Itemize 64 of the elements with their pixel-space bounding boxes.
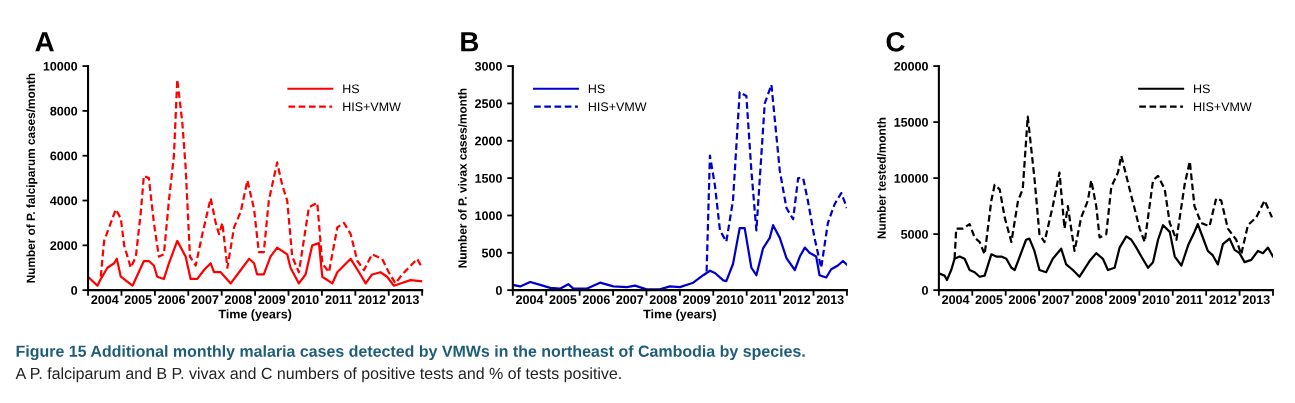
legend-label: HS	[343, 84, 359, 94]
x-tick-label: 2005	[549, 295, 577, 305]
x-tick-label: 2006	[582, 295, 610, 305]
x-tick-label: 2012	[783, 295, 811, 305]
y-tick-label: 0	[495, 285, 502, 295]
caption: Figure 15 Additional monthly malaria cases detected by VMWs in the northeast of Cambodia by species.	[16, 345, 805, 361]
y-tick-label: 10000	[894, 173, 928, 183]
y-axis-title: Number of P. falciparum cases/month	[26, 73, 38, 283]
y-tick-label: 8000	[50, 106, 78, 116]
x-tick-label: 2010	[1142, 295, 1170, 305]
y-tick-label: 2000	[50, 241, 78, 250]
chart-title: B	[461, 32, 479, 52]
y-tick-label: 15000	[894, 117, 928, 127]
x-tick-label: 2004	[942, 295, 970, 305]
x-tick-label: 2004	[516, 295, 544, 305]
y-tick-label: 3000	[474, 61, 502, 71]
y-tick-label: 1000	[475, 211, 502, 221]
x-tick-label: 2013	[1242, 295, 1270, 305]
y-tick-label: 500	[481, 248, 502, 258]
y-tick-label: 2500	[475, 99, 502, 109]
x-tick-label: 2008	[224, 295, 252, 305]
x-tick-label: 2008	[649, 295, 677, 305]
x-tick-label: 2005	[124, 295, 152, 305]
x-tick-label: 2006	[158, 295, 186, 305]
chart-title: C	[886, 31, 905, 52]
x-tick-label: 2007	[191, 295, 219, 305]
text: A P. falciparum and B P. vivax and C numbers of positive tests and % of tests positive.	[15, 367, 621, 383]
y-tick-label: 20000	[894, 61, 928, 71]
y-tick-label: 4000	[50, 196, 78, 206]
x-tick-label: 2008	[1075, 295, 1103, 305]
legend-label: HIS+VMW	[343, 102, 401, 112]
y-tick-label: 6000	[50, 151, 78, 161]
x-tick-label: 2010	[291, 295, 319, 305]
y-tick-label: 10000	[43, 61, 78, 71]
x-tick-label: 2009	[683, 295, 711, 305]
x-tick-label: 2009	[1109, 295, 1137, 305]
x-tick-label: 2007	[616, 295, 644, 305]
chart-title: A	[35, 32, 54, 52]
x-tick-label: 2011	[1176, 295, 1203, 305]
y-tick-label: 0	[71, 285, 78, 295]
x-tick-label: 2007	[1042, 295, 1070, 305]
x-axis-title: Time (years)	[643, 309, 716, 321]
x-tick-label: 2013	[816, 295, 844, 305]
legend-label: HS	[588, 84, 605, 94]
x-tick-label: 2012	[358, 295, 386, 305]
x-tick-label: 2010	[716, 295, 744, 305]
x-tick-label: 2005	[975, 295, 1003, 305]
x-axis-title: Time (years)	[218, 309, 292, 321]
legend-label: HIS+VMW	[1194, 102, 1252, 112]
x-tick-label: 2011	[750, 295, 777, 305]
x-tick-label: 2004	[91, 295, 119, 305]
x-tick-label: 2011	[325, 295, 352, 305]
x-tick-label: 2013	[392, 295, 419, 305]
y-axis-title: Number of P. vivax cases/month	[458, 88, 467, 268]
x-tick-label: 2006	[1008, 295, 1036, 305]
x-tick-label: 2012	[1209, 295, 1237, 305]
x-tick-label: 2009	[258, 295, 286, 305]
y-tick-label: 1500	[475, 173, 502, 183]
legend-label: HIS+VMW	[588, 102, 647, 112]
y-axis-title: Number tested/month	[877, 117, 886, 239]
y-tick-label: 5000	[901, 229, 928, 239]
legend-label: HS	[1194, 84, 1210, 94]
y-tick-label: 0	[922, 285, 928, 295]
y-tick-label: 2000	[475, 136, 502, 146]
